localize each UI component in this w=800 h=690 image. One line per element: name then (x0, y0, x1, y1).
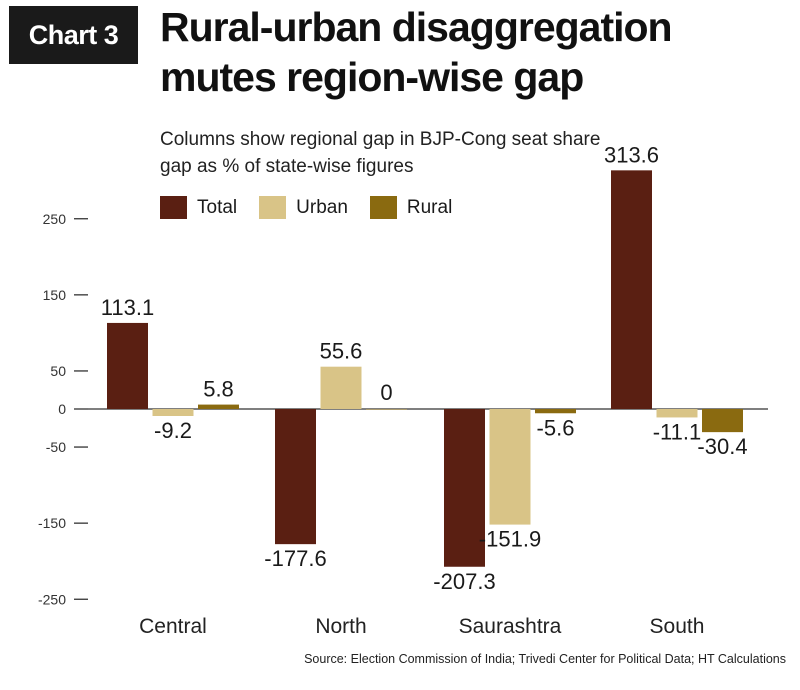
y-tick-label: 250 (43, 211, 67, 227)
value-label-total-south: 313.6 (604, 142, 659, 167)
value-label-urban-central: -9.2 (154, 418, 192, 443)
legend-label-urban: Urban (296, 196, 348, 218)
y-tick-label: 0 (58, 401, 66, 417)
bar-total-saurashtra (444, 409, 485, 567)
value-label-total-central: 113.1 (101, 295, 154, 320)
bar-urban-saurashtra (489, 409, 531, 525)
legend: Total Urban Rural (160, 196, 474, 219)
value-label-urban-saurashtra: -151.9 (479, 527, 541, 552)
category-label: Central (139, 615, 207, 638)
legend-item-total: Total (160, 196, 237, 219)
value-label-rural-north: 0 (380, 380, 392, 405)
y-tick-label: -50 (46, 439, 66, 455)
value-label-rural-central: 5.8 (203, 377, 234, 402)
value-label-urban-north: 55.6 (320, 339, 363, 364)
y-tick-label: -150 (38, 515, 66, 531)
value-label-rural-south: -30.4 (697, 434, 747, 459)
legend-item-urban: Urban (259, 196, 348, 219)
value-label-total-north: -177.6 (264, 546, 326, 571)
source-note: Source: Election Commission of India; Tr… (304, 652, 786, 666)
bar-total-north (275, 409, 316, 545)
value-label-total-saurashtra: -207.3 (433, 569, 495, 594)
y-tick-label: 50 (50, 363, 66, 379)
bar-urban-central (152, 409, 194, 417)
bar-urban-north (320, 366, 362, 409)
category-label: Saurashtra (459, 615, 562, 638)
chart-badge: Chart 3 (9, 6, 138, 64)
bar-rural-south (702, 409, 743, 433)
bar-rural-north (366, 409, 407, 410)
legend-label-total: Total (197, 196, 238, 218)
chart-title: Rural-urban disaggregation mutes region-… (160, 4, 673, 100)
value-label-rural-saurashtra: -5.6 (537, 415, 575, 440)
y-tick-label: 150 (43, 287, 67, 303)
legend-swatch-total (160, 196, 187, 219)
chart-subtitle: Columns show regional gap in BJP-Cong se… (160, 129, 601, 177)
bar-urban-south (656, 409, 698, 418)
legend-swatch-rural (369, 196, 397, 219)
legend-swatch-urban (259, 196, 287, 219)
bar-rural-central (198, 404, 239, 409)
legend-label-rural: Rural (406, 196, 453, 218)
category-label: North (315, 615, 366, 638)
legend-item-rural: Rural (369, 196, 453, 219)
bar-total-south (611, 170, 652, 409)
y-tick-label: -250 (38, 591, 66, 607)
value-label-urban-south: -11.1 (653, 419, 702, 444)
category-label: South (650, 615, 705, 638)
bar-rural-saurashtra (535, 409, 576, 414)
bar-total-central (107, 322, 148, 409)
